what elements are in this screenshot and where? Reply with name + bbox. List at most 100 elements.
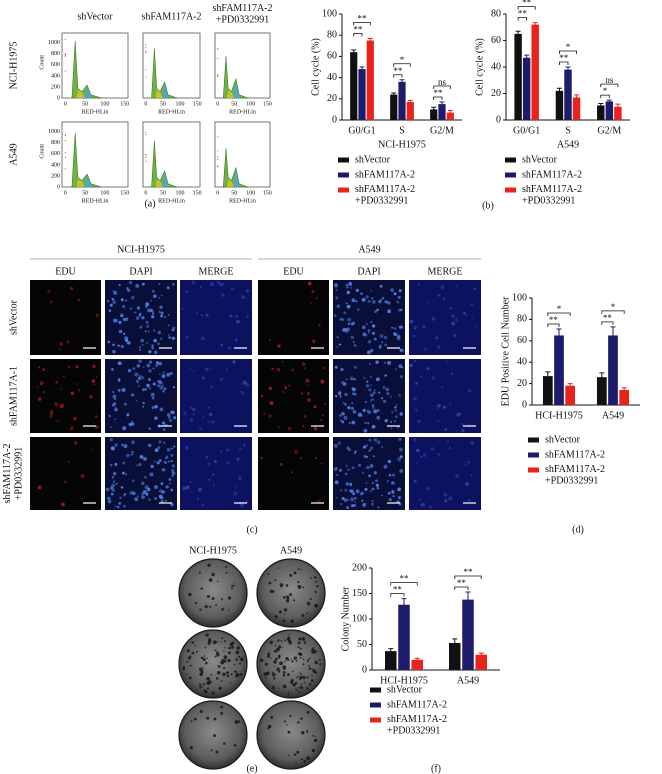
cell-nucleus bbox=[124, 317, 129, 321]
cell-nucleus bbox=[74, 441, 78, 445]
cell-nucleus bbox=[335, 296, 339, 300]
flow-event bbox=[145, 76, 147, 78]
colony bbox=[306, 676, 309, 679]
significance-label: * bbox=[557, 304, 562, 314]
y-tick-label: 20 bbox=[327, 93, 337, 104]
cell-nucleus bbox=[148, 427, 151, 430]
cell-nucleus bbox=[154, 383, 157, 386]
y-tick-label: 0 bbox=[522, 399, 527, 410]
micrograph bbox=[258, 280, 329, 355]
cell-nucleus bbox=[147, 330, 150, 333]
cell-nucleus bbox=[112, 402, 117, 406]
cell-nucleus bbox=[58, 347, 62, 351]
cell-nucleus bbox=[221, 293, 225, 297]
cell-nucleus bbox=[440, 285, 445, 290]
cell-nucleus bbox=[201, 376, 205, 380]
colony bbox=[188, 676, 192, 680]
cell-nucleus bbox=[346, 506, 350, 510]
flow-x-tick-label: 100 bbox=[100, 101, 109, 107]
micrograph bbox=[258, 437, 329, 510]
error-bar bbox=[431, 106, 437, 112]
flow-box bbox=[142, 121, 201, 188]
colony bbox=[302, 586, 305, 589]
colony bbox=[301, 673, 303, 675]
cell-nucleus bbox=[349, 376, 354, 381]
cell-nucleus bbox=[118, 501, 122, 505]
cell-nucleus bbox=[345, 464, 348, 467]
cell-nucleus bbox=[123, 402, 127, 406]
cell-nucleus bbox=[226, 460, 230, 465]
cell-nucleus bbox=[167, 314, 170, 316]
y-tick-label: 0 bbox=[332, 114, 337, 125]
cell-nucleus bbox=[168, 478, 172, 481]
cell-nucleus bbox=[446, 361, 448, 363]
cell-nucleus bbox=[165, 499, 167, 502]
micrograph bbox=[333, 359, 405, 433]
cell-nucleus bbox=[303, 367, 306, 370]
cell-nucleus bbox=[49, 414, 53, 418]
colony bbox=[285, 584, 289, 587]
cell-nucleus bbox=[342, 412, 345, 416]
colony bbox=[237, 720, 241, 723]
colony bbox=[220, 641, 223, 643]
cell-nucleus bbox=[377, 391, 381, 394]
cell-nucleus bbox=[202, 416, 205, 419]
cell-nucleus bbox=[363, 455, 367, 458]
cell-nucleus bbox=[190, 367, 193, 370]
colony bbox=[223, 607, 225, 609]
cell-nucleus bbox=[397, 457, 402, 462]
cell-nucleus bbox=[465, 482, 470, 486]
bar bbox=[565, 385, 576, 405]
cell-nucleus bbox=[397, 487, 401, 492]
cell-nucleus bbox=[117, 388, 121, 392]
colony bbox=[299, 675, 303, 679]
cell-nucleus bbox=[111, 297, 115, 301]
cell-nucleus bbox=[157, 384, 161, 388]
cell-nucleus bbox=[357, 308, 360, 311]
colony bbox=[299, 672, 302, 674]
cell-nucleus bbox=[89, 394, 93, 399]
cell-nucleus bbox=[157, 424, 161, 428]
flow-x-tick-label: 150 bbox=[193, 190, 202, 196]
colony bbox=[227, 609, 230, 611]
cell-nucleus bbox=[371, 398, 374, 401]
cell-nucleus bbox=[154, 485, 159, 490]
cell-nucleus bbox=[172, 282, 175, 286]
cell-nucleus bbox=[132, 491, 136, 496]
cell-nucleus bbox=[263, 412, 266, 415]
cell-nucleus bbox=[111, 483, 116, 488]
cell-nucleus bbox=[339, 343, 342, 346]
flow-x-tick-label: 50 bbox=[231, 101, 237, 107]
colony bbox=[265, 676, 267, 679]
cell-nucleus bbox=[160, 337, 163, 340]
cell-nucleus bbox=[409, 363, 413, 367]
colony bbox=[283, 608, 288, 612]
bar bbox=[384, 651, 397, 670]
cell-nucleus bbox=[345, 482, 349, 486]
flow-event bbox=[64, 156, 66, 158]
cell-nucleus bbox=[72, 416, 77, 421]
cell-nucleus bbox=[345, 302, 348, 305]
cell-nucleus bbox=[113, 290, 118, 295]
colony bbox=[274, 644, 277, 647]
legend-swatch bbox=[370, 687, 381, 693]
cell-nucleus bbox=[383, 361, 387, 365]
cell-nucleus bbox=[124, 473, 128, 476]
cell-nucleus bbox=[60, 388, 63, 390]
colony bbox=[210, 673, 213, 676]
y-tick-label: 60 bbox=[327, 51, 337, 62]
colony bbox=[189, 664, 192, 667]
cell-nucleus bbox=[123, 493, 127, 496]
colony bbox=[287, 754, 290, 757]
cell-nucleus bbox=[235, 315, 239, 318]
cell-nucleus bbox=[90, 448, 93, 451]
y-tick-label: 80 bbox=[491, 8, 501, 19]
colony bbox=[293, 599, 296, 602]
y-tick-label: 100 bbox=[352, 613, 367, 624]
cell-nucleus bbox=[392, 492, 395, 495]
cell-nucleus bbox=[190, 406, 193, 409]
bar bbox=[406, 101, 414, 120]
cell-nucleus bbox=[420, 503, 424, 507]
flow-event bbox=[64, 168, 66, 170]
cell-nucleus bbox=[370, 393, 374, 397]
